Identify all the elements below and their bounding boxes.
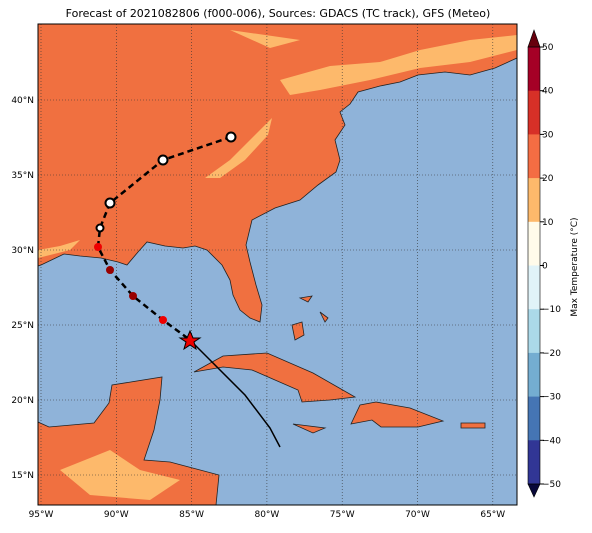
colorbar-extend-top bbox=[527, 29, 541, 48]
colorbar-segment bbox=[528, 221, 540, 266]
jamaica bbox=[292, 423, 327, 434]
current-position bbox=[178, 329, 202, 351]
lon-label: 65°W bbox=[480, 510, 505, 520]
forecast-track bbox=[96, 135, 232, 342]
puerto-rico bbox=[460, 422, 486, 429]
colorbar-extend-bottom bbox=[527, 483, 541, 498]
lon-label: 70°W bbox=[405, 510, 430, 520]
hurricane-symbol bbox=[159, 316, 167, 324]
colorbar-segment bbox=[528, 440, 540, 485]
colorbar-tick-label: 50 bbox=[542, 43, 554, 53]
colorbar bbox=[527, 29, 544, 498]
colorbar-segment bbox=[528, 352, 540, 398]
colorbar-segment bbox=[528, 134, 540, 179]
colorbar-tick-label: 30 bbox=[542, 130, 554, 140]
track-point bbox=[104, 197, 116, 209]
colorbar-tick-label: 40 bbox=[542, 87, 554, 97]
lon-label: 80°W bbox=[254, 510, 279, 520]
graticule bbox=[38, 24, 517, 505]
lon-label: 95°W bbox=[29, 510, 54, 520]
hurricane-symbol bbox=[106, 266, 114, 274]
map-title: Forecast of 2021082806 (f000-006), Sourc… bbox=[66, 7, 491, 20]
track-point bbox=[225, 131, 237, 143]
land-layer bbox=[38, 24, 517, 505]
colorbar-tick-label: −10 bbox=[542, 305, 561, 315]
colorbar-segment bbox=[528, 265, 540, 310]
tc-track bbox=[94, 131, 281, 448]
colorbar-tick-label: 20 bbox=[542, 174, 554, 184]
track-point bbox=[157, 154, 169, 166]
track-point bbox=[95, 223, 105, 233]
past-track bbox=[189, 339, 281, 448]
colorbar-tick-label: −50 bbox=[542, 480, 561, 490]
bahamas bbox=[291, 295, 329, 341]
lon-label: 85°W bbox=[179, 510, 204, 520]
lon-label: 75°W bbox=[330, 510, 355, 520]
cuba bbox=[193, 352, 357, 403]
colorbar-label: Max Temperature (°C) bbox=[570, 217, 580, 316]
lat-label: 35°N bbox=[11, 171, 34, 181]
colorbar-tick-label: 10 bbox=[542, 218, 554, 228]
colorbar-segment bbox=[528, 309, 540, 354]
lon-label: 90°W bbox=[104, 510, 129, 520]
colorbar-tick-label: −40 bbox=[542, 436, 561, 446]
colorbar-segment bbox=[528, 90, 540, 135]
colorbar-segment bbox=[528, 47, 540, 92]
lat-label: 20°N bbox=[11, 396, 34, 406]
colorbar-tick-label: −30 bbox=[542, 393, 561, 403]
lat-label: 25°N bbox=[11, 321, 34, 331]
hispaniola bbox=[350, 401, 445, 428]
colorbar-tick-label: 0 bbox=[542, 262, 548, 272]
map-frame bbox=[37, 23, 518, 506]
hurricane-symbol bbox=[94, 243, 102, 251]
lat-label: 40°N bbox=[11, 96, 34, 106]
lat-label: 30°N bbox=[11, 246, 34, 256]
colorbar-segment bbox=[528, 396, 540, 441]
colorbar-tick-label: −20 bbox=[542, 349, 561, 359]
lat-label: 15°N bbox=[11, 471, 34, 481]
north-america bbox=[38, 24, 517, 323]
hurricane-symbol bbox=[129, 292, 137, 300]
colorbar-segment bbox=[528, 178, 540, 223]
